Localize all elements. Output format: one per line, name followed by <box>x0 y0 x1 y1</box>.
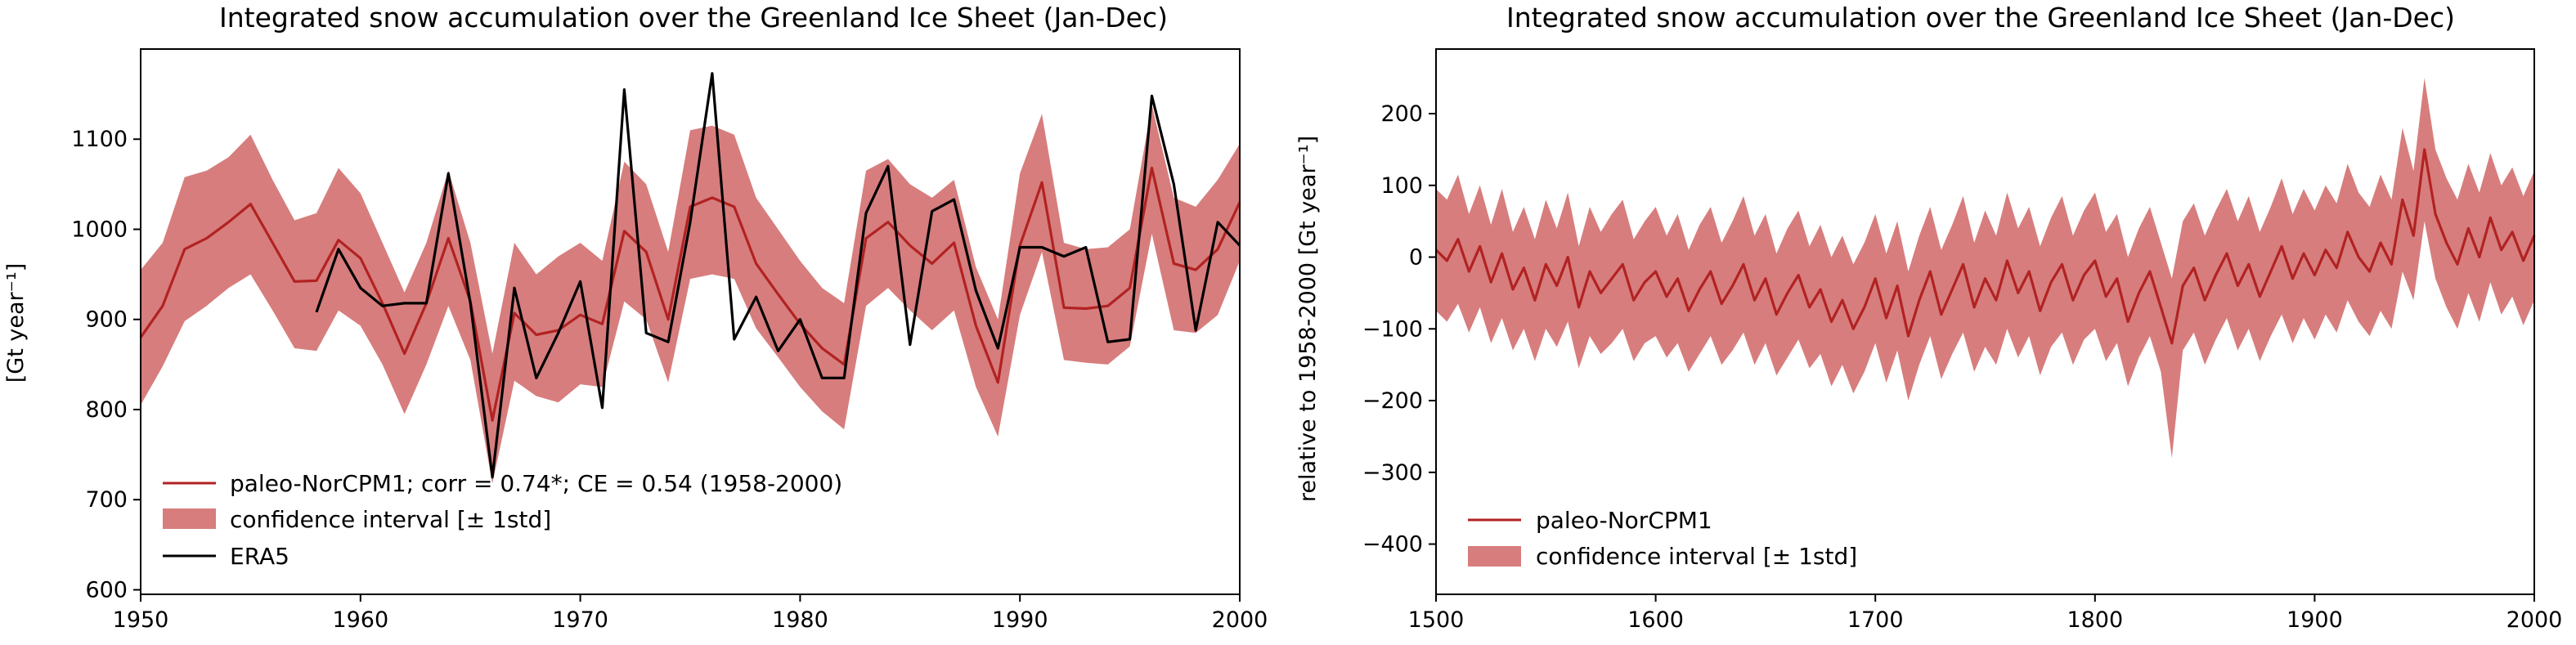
right-y-axis-label: relative to 1958-2000 [Gt year⁻¹] <box>1295 136 1321 502</box>
left-x-tick-label: 1990 <box>992 607 1048 633</box>
left-x-tick-label: 1960 <box>332 607 388 633</box>
right-x-tick-label: 2000 <box>2506 607 2563 633</box>
left-y-tick-label: 1100 <box>71 127 128 152</box>
right-model-line <box>1434 148 2536 345</box>
left-series-lines-layer <box>139 72 1241 479</box>
left-axes-layer: 1950 1960 1970 1980 1990 2000 600 700 800 900 1000… <box>71 48 1268 633</box>
left-y-tick-label: 1000 <box>71 217 128 242</box>
right-x-tick-label: 1800 <box>2067 607 2123 633</box>
left-era5-line <box>315 72 1241 479</box>
left-confidence-band <box>141 105 1240 484</box>
right-legend-model-label: paleo-NorCPM1 <box>1536 507 1712 534</box>
right-panel: Integrated snow accumulation over the Gr… <box>1295 2 2562 633</box>
left-legend: paleo-NorCPM1; corr = 0.74*; CE = 0.54 (… <box>163 470 842 570</box>
left-legend-model-label: paleo-NorCPM1; corr = 0.74*; CE = 0.54 (… <box>230 470 842 497</box>
left-chart-title: Integrated snow accumulation over the Gr… <box>219 2 1168 34</box>
right-confidence-band <box>1436 78 2534 459</box>
left-panel: Integrated snow accumulation over the Gr… <box>3 2 1268 633</box>
right-x-tick-label: 1900 <box>2287 607 2343 633</box>
right-y-tick-label: −300 <box>1362 460 1423 486</box>
right-x-tick-label: 1500 <box>1408 607 1465 633</box>
right-y-tick-label: 200 <box>1380 101 1423 127</box>
right-y-tick-label: −100 <box>1362 316 1423 342</box>
left-y-tick-label: 600 <box>85 577 128 602</box>
left-model-line <box>139 166 1241 422</box>
left-y-tick-label: 900 <box>85 307 128 333</box>
left-x-tick-label: 2000 <box>1212 607 1268 633</box>
left-x-tick-label: 1950 <box>113 607 169 633</box>
right-y-tick-label: −200 <box>1362 388 1423 414</box>
left-y-axis-label: [Gt year⁻¹] <box>3 263 29 383</box>
left-axes-frame <box>140 48 1241 595</box>
right-legend-band-label: confidence interval [± 1std] <box>1536 543 1857 570</box>
right-y-tick-label: −400 <box>1362 532 1423 558</box>
left-legend-band-label: confidence interval [± 1std] <box>230 506 551 533</box>
left-confidence-band-layer <box>141 105 1240 484</box>
right-y-tick-label: 0 <box>1409 245 1423 271</box>
right-chart-title: Integrated snow accumulation over the Gr… <box>1506 2 2455 34</box>
right-legend-band-swatch <box>1468 546 1521 567</box>
left-legend-band-swatch <box>163 508 216 529</box>
right-axes-layer: 1500 1600 1700 1800 1900 2000−400−300−200−100… <box>1362 48 2563 633</box>
right-x-tick-label: 1600 <box>1627 607 1684 633</box>
right-series-lines-layer <box>1434 148 2536 345</box>
left-y-tick-label: 700 <box>85 487 128 513</box>
right-x-tick-label: 1700 <box>1847 607 1904 633</box>
left-x-tick-label: 1970 <box>552 607 608 633</box>
right-y-tick-label: 100 <box>1380 173 1423 199</box>
right-legend: paleo-NorCPM1 confidence interval [± 1st… <box>1468 507 1857 570</box>
right-axes-frame <box>1435 48 2535 595</box>
right-confidence-band-layer <box>1436 78 2534 459</box>
left-legend-era5-label: ERA5 <box>230 543 289 570</box>
left-x-tick-label: 1980 <box>772 607 828 633</box>
left-y-tick-label: 800 <box>85 397 128 423</box>
